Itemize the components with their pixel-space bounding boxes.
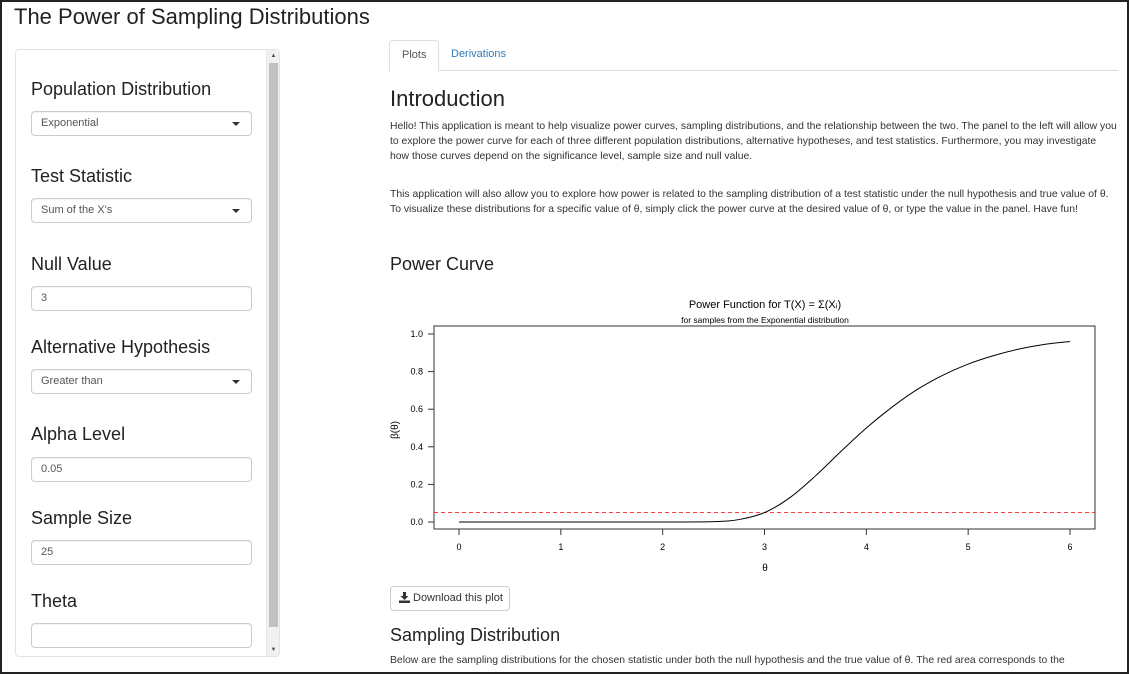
theta-label: Theta [31, 591, 78, 611]
caret-down-icon [232, 209, 240, 213]
scroll-thumb[interactable] [269, 63, 278, 627]
caret-down-icon [232, 122, 240, 126]
population-distribution-select[interactable]: Exponential [31, 111, 252, 136]
y-tick-label: 0.2 [410, 479, 423, 489]
alpha-level-label: Alpha Level [31, 424, 126, 444]
sidebar-panel: Population Distribution Exponential Test… [15, 49, 280, 657]
tab-derivations[interactable]: Derivations [451, 48, 507, 60]
power-curve-line [458, 341, 1071, 523]
power-curve-heading: Power Curve [390, 254, 495, 274]
test-statistic-value: Sum of the X's [41, 204, 113, 216]
x-tick-label: 2 [660, 542, 665, 552]
sampling-distribution-heading: Sampling Distribution [390, 625, 561, 645]
null-value-label: Null Value [31, 254, 112, 274]
test-statistic-label: Test Statistic [31, 166, 133, 186]
y-axis-label: β(θ) [390, 421, 401, 439]
power-curve-plot[interactable]: Power Function for T(X) = Σ(Xᵢ) for samp… [390, 292, 1110, 582]
x-tick-label: 5 [966, 542, 971, 552]
x-tick-label: 1 [558, 542, 563, 552]
plot-frame [433, 325, 1096, 530]
population-distribution-value: Exponential [41, 117, 99, 129]
alpha-level-input[interactable]: 0.05 [31, 457, 252, 482]
sample-size-label: Sample Size [31, 508, 133, 528]
x-tick-label: 4 [864, 542, 869, 552]
page-title: The Power of Sampling Distributions [14, 4, 370, 29]
download-icon [399, 592, 410, 603]
test-statistic-select[interactable]: Sum of the X's [31, 198, 252, 223]
y-axis: 0.0 0.2 0.4 0.6 0.8 1.0 [410, 329, 435, 527]
intro-paragraph-2: This application will also allow you to … [390, 189, 1109, 215]
y-tick-label: 0.4 [410, 442, 423, 452]
chart-subtitle: for samples from the Exponential distrib… [681, 315, 849, 325]
population-distribution-label: Population Distribution [31, 79, 212, 99]
tab-plots[interactable]: Plots [389, 40, 440, 72]
theta-input[interactable] [31, 623, 252, 648]
alternative-hypothesis-select[interactable]: Greater than [31, 369, 252, 394]
tab-bar: Plots Derivations [389, 40, 1118, 72]
alternative-hypothesis-label: Alternative Hypothesis [31, 337, 211, 357]
scroll-up-arrow-icon[interactable]: ▲ [270, 53, 277, 59]
download-plot-label: Download this plot [413, 592, 503, 604]
introduction-heading: Introduction [390, 86, 505, 111]
y-tick-label: 1.0 [410, 329, 423, 339]
sidebar-scrollbar[interactable]: ▲ ▼ [266, 50, 279, 656]
alternative-hypothesis-value: Greater than [41, 375, 103, 387]
y-tick-label: 0.0 [410, 517, 423, 527]
sampling-paragraph: Below are the sampling distributions for… [390, 655, 1065, 666]
caret-down-icon [232, 380, 240, 384]
y-tick-label: 0.8 [410, 367, 423, 377]
y-tick-label: 0.6 [410, 404, 423, 414]
x-tick-label: 6 [1067, 542, 1072, 552]
x-axis: 0 1 2 3 4 5 6 [456, 528, 1073, 552]
download-plot-button[interactable]: Download this plot [390, 586, 510, 611]
x-axis-label: θ [762, 563, 768, 574]
x-tick-label: 3 [762, 542, 767, 552]
chart-title: Power Function for T(X) = Σ(Xᵢ) [689, 299, 841, 311]
sample-size-input[interactable]: 25 [31, 540, 252, 565]
null-value-input[interactable]: 3 [31, 286, 252, 311]
scroll-down-arrow-icon[interactable]: ▼ [270, 647, 277, 653]
x-tick-label: 0 [456, 542, 461, 552]
intro-paragraph-1: Hello! This application is meant to help… [390, 121, 1117, 162]
